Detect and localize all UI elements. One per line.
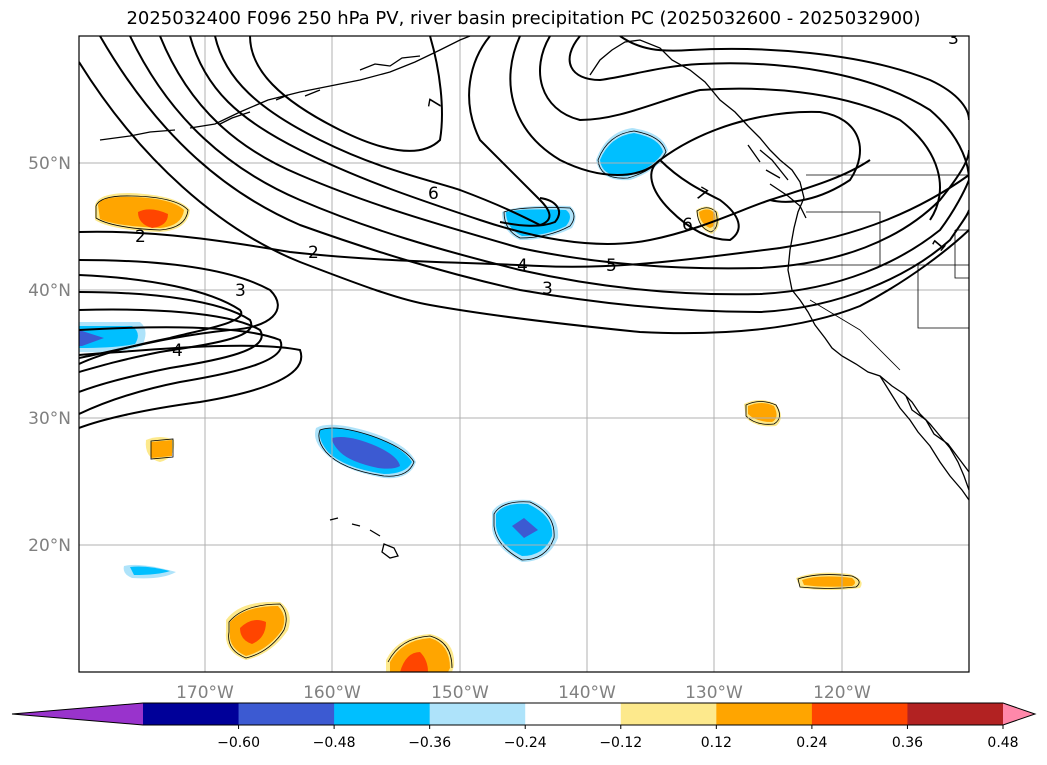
colorbar-segment: [525, 703, 622, 725]
colorbar-extend-high: [1003, 703, 1035, 725]
colorbar-segment: [811, 703, 908, 725]
contour-label: 4: [172, 341, 183, 361]
colorbar-tick-label: −0.24: [504, 735, 547, 751]
colorbar-segment: [143, 703, 240, 725]
pv-contours: [79, 36, 969, 429]
colorbar-tick-label: 0.48: [987, 735, 1018, 751]
contour-label: 4: [517, 256, 528, 276]
precip-outlines: [95, 130, 860, 669]
colorbar-tick-label: −0.36: [408, 735, 451, 751]
lon-label: 120°W: [813, 683, 871, 703]
colorbar-ticks: −0.60 −0.48 −0.36 −0.24 −0.12 0.12 0.24 0.36 0.4…: [217, 725, 1019, 751]
lat-label: 20°N: [28, 536, 71, 556]
coastlines: [99, 36, 969, 559]
contour-label: 6: [682, 215, 693, 235]
colorbar-tick-label: 0.24: [796, 735, 827, 751]
colorbar-tick-label: 0.36: [892, 735, 923, 751]
lat-label: 50°N: [28, 154, 71, 174]
lat-axis: 50°N 40°N 30°N 20°N: [28, 154, 71, 556]
map-title: 2025032400 F096 250 hPa PV, river basin …: [126, 8, 921, 29]
contour-label: 6: [428, 184, 439, 204]
lon-label: 140°W: [558, 683, 616, 703]
colorbar-segment: [907, 703, 1004, 725]
lon-axis: 170°W 160°W 150°W 140°W 130°W 120°W: [176, 683, 871, 703]
map-frame: [78, 35, 970, 673]
colorbar-outline: [11, 702, 1037, 726]
colorbar-segments: [12, 703, 1035, 725]
lon-label: 160°W: [303, 683, 361, 703]
contour-label: 3: [235, 281, 246, 301]
precip-shading: [79, 128, 862, 672]
colorbar-segment: [716, 703, 813, 725]
contour-label: 3: [948, 29, 959, 49]
lon-label: 170°W: [176, 683, 234, 703]
contour-label: 2: [308, 243, 319, 263]
contour-label: 5: [606, 256, 617, 276]
lon-label: 150°W: [431, 683, 489, 703]
map-area: 7 6 2 4 5 3 2 3 4 7 6 1 3: [79, 29, 969, 672]
contour-label: 7: [425, 97, 447, 111]
contour-label: 1: [928, 235, 950, 256]
lat-label: 40°N: [28, 281, 71, 301]
colorbar-tick-label: −0.12: [599, 735, 642, 751]
contour-label: 2: [135, 227, 146, 247]
colorbar-segment: [238, 703, 335, 725]
colorbar-extend-low: [12, 703, 143, 725]
colorbar-segment: [429, 703, 526, 725]
colorbar-segment: [620, 703, 717, 725]
colorbar-tick-label: −0.60: [217, 735, 260, 751]
colorbar: −0.60 −0.48 −0.36 −0.24 −0.12 0.12 0.24 0.36 0.4…: [11, 702, 1037, 751]
colorbar-tick-label: 0.12: [701, 735, 732, 751]
contour-label: 3: [542, 279, 553, 299]
lat-label: 30°N: [28, 409, 71, 429]
borders: [790, 174, 969, 371]
colorbar-tick-label: −0.48: [313, 735, 356, 751]
colorbar-segment: [334, 703, 431, 725]
lon-label: 130°W: [685, 683, 743, 703]
contour-labels: 7 6 2 4 5 3 2 3 4 7 6 1 3: [135, 29, 959, 361]
